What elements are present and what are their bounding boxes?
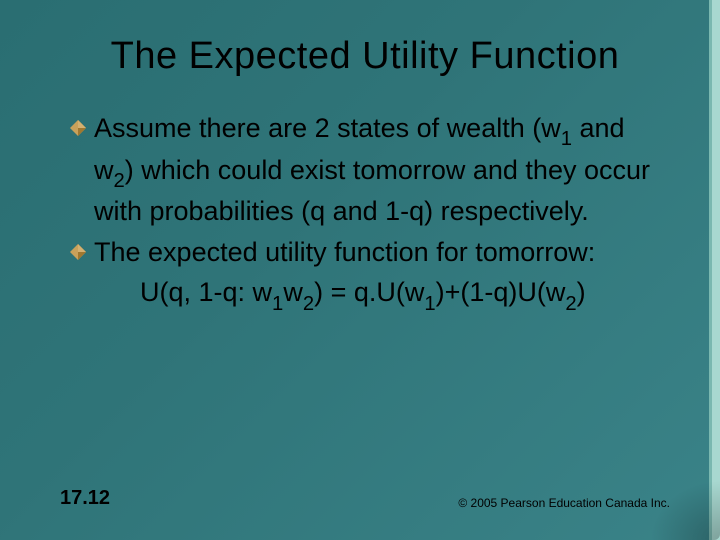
formula-seg: U(q, 1-q: w — [140, 277, 272, 307]
diamond-bullet-icon — [70, 244, 86, 267]
slide-title: The Expected Utility Function — [60, 35, 670, 78]
subscript: 1 — [561, 128, 572, 150]
bullet-seg: expected utility function for tomorrow: — [148, 237, 595, 267]
copyright-text: © 2005 Pearson Education Canada Inc. — [458, 496, 670, 510]
bullet-text: Assume there are 2 states of wealth (w1 … — [94, 110, 670, 230]
bullet-item: Assume there are 2 states of wealth (w1 … — [70, 110, 670, 230]
formula-line: U(q, 1-q: w1w2) = q.U(w1)+(1-q)U(w2) — [140, 274, 670, 316]
bullet-text: The expected utility function for tomorr… — [94, 234, 595, 270]
subscript: 2 — [565, 293, 576, 315]
formula-seg: ) = q.U(w — [314, 277, 424, 307]
subscript: 2 — [303, 293, 314, 315]
slide: The Expected Utility Function Assume the… — [0, 0, 720, 540]
subscript: 1 — [424, 293, 435, 315]
slide-body: Assume there are 2 states of wealth (w1 … — [60, 110, 670, 316]
accent-line-right-inner — [709, 0, 712, 540]
accent-line-right — [712, 0, 720, 540]
bullet-seg: there are 2 states of wealth (w — [199, 113, 561, 143]
bullet-prefix: The — [94, 237, 148, 267]
subscript: 2 — [114, 170, 125, 192]
corner-shadow — [650, 480, 720, 540]
bullet-item: The expected utility function for tomorr… — [70, 234, 670, 270]
bullet-prefix: Assume — [94, 113, 199, 143]
formula-seg: w — [283, 277, 303, 307]
formula-seg: )+(1-q)U(w — [436, 277, 566, 307]
subscript: 1 — [272, 293, 283, 315]
diamond-bullet-icon — [70, 120, 86, 143]
slide-footer: 17.12 © 2005 Pearson Education Canada In… — [60, 487, 670, 510]
bullet-seg: ) which could exist tomorrow and they oc… — [94, 155, 650, 227]
page-number: 17.12 — [60, 487, 110, 510]
formula-seg: ) — [577, 277, 586, 307]
